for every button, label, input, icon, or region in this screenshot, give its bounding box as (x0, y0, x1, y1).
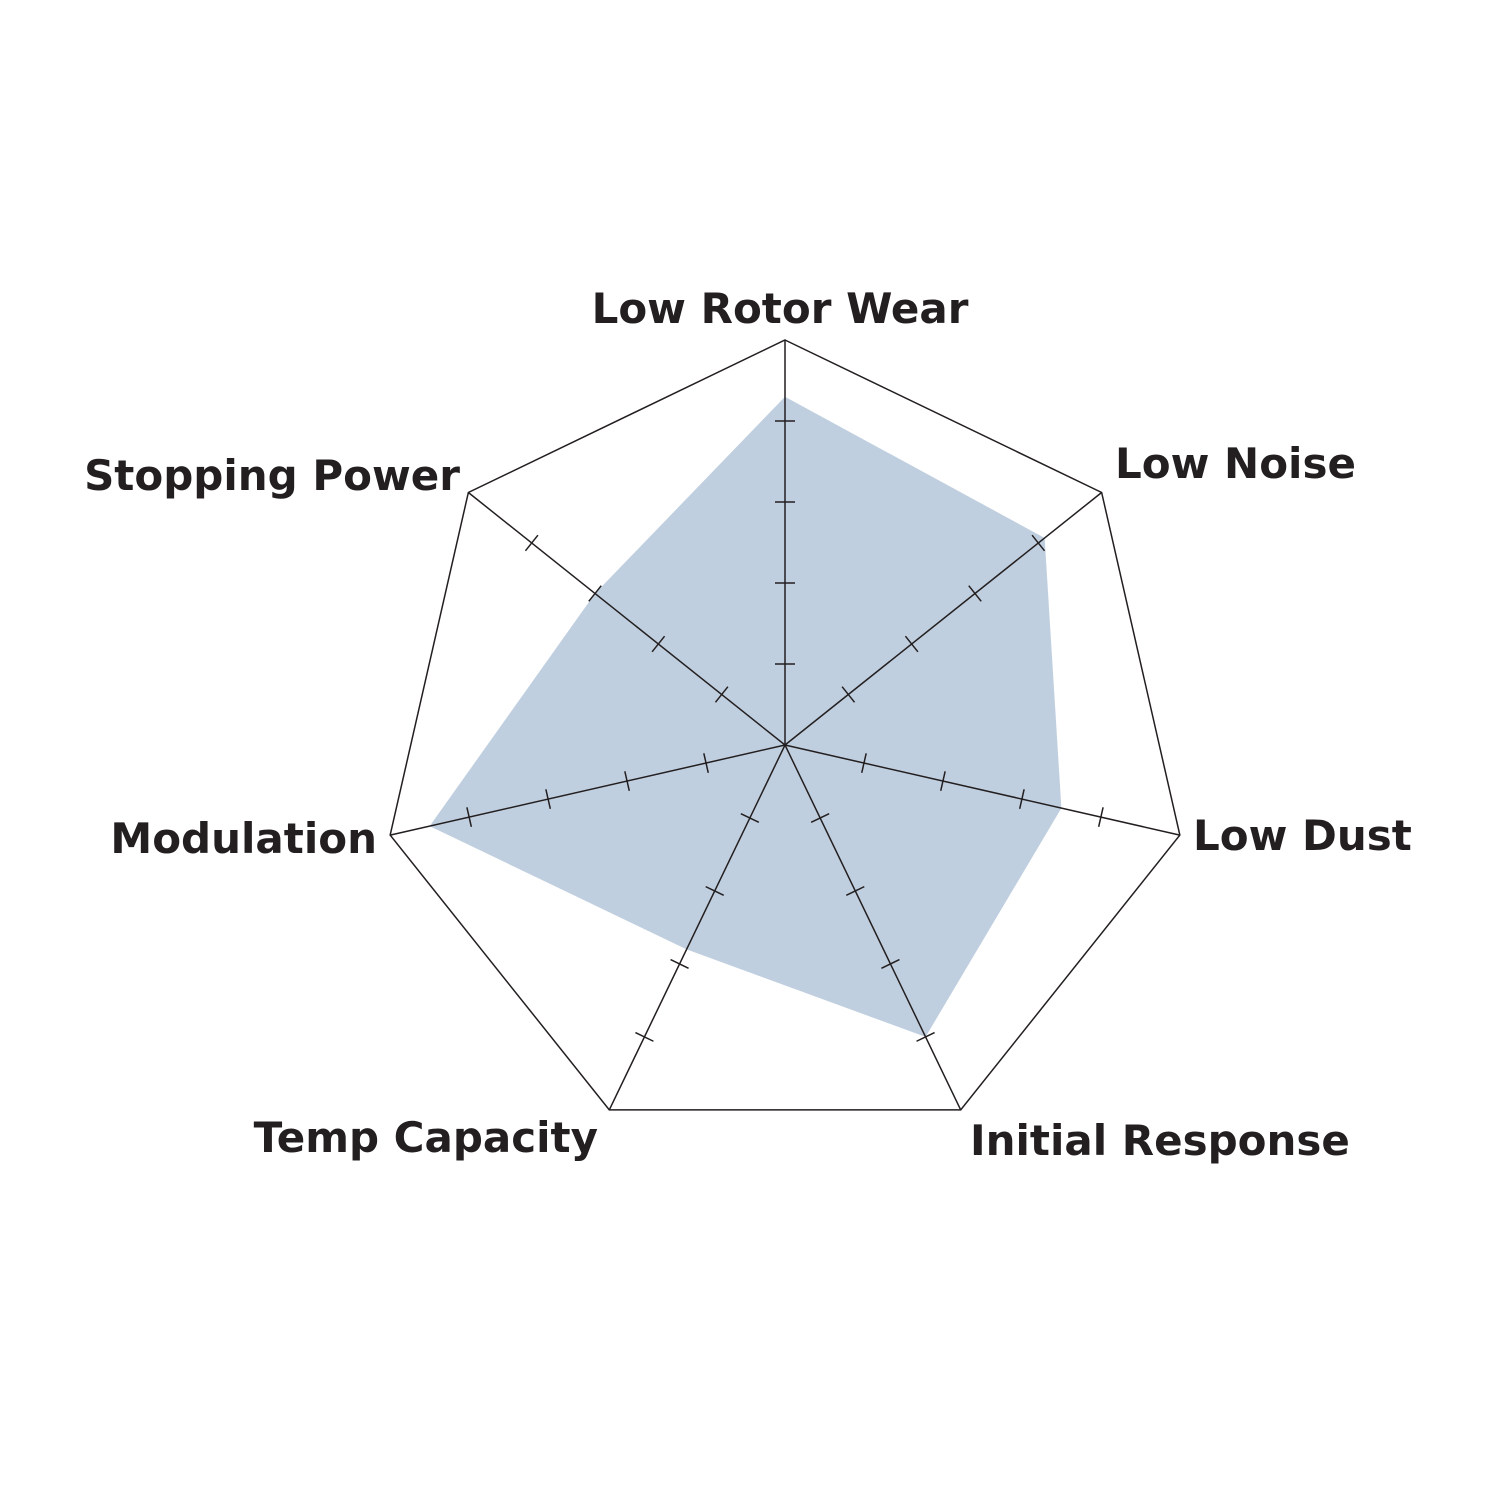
axis-tick (466, 807, 473, 828)
axis-label: Low Dust (1193, 811, 1412, 860)
axis-label: Stopping Power (84, 451, 460, 500)
axis-spoke (389, 744, 786, 836)
axis-label: Low Rotor Wear (592, 284, 969, 333)
axis-tick (714, 686, 729, 703)
axis-tick (545, 789, 552, 809)
axis-spoke (784, 744, 962, 1111)
axis-tick (845, 885, 865, 896)
axis-tick (904, 635, 919, 653)
axis-spoke (467, 491, 786, 746)
axis-tick (740, 812, 760, 823)
axis-tick (841, 686, 856, 703)
axis-tick (861, 753, 867, 773)
axis-tick (588, 585, 602, 602)
axis-spoke (784, 491, 1103, 746)
axis-tick (939, 771, 946, 791)
data-area (429, 396, 1062, 1037)
axis-tick (703, 753, 709, 773)
axis-tick (651, 635, 666, 653)
axis-tick (624, 771, 631, 791)
axis-tick (968, 585, 982, 602)
axis-tick (670, 958, 689, 969)
axis-label: Modulation (110, 814, 377, 863)
axis-spoke (608, 744, 786, 1111)
axis-tick (635, 1031, 654, 1042)
axis-tick (1097, 807, 1104, 828)
axis-tick (810, 812, 830, 823)
axis-label: Low Noise (1115, 439, 1356, 488)
outer-frame (389, 339, 1181, 1111)
axis-spoke (784, 744, 1181, 836)
axis-tick (705, 885, 725, 896)
axis-tick (916, 1031, 935, 1042)
axis-tick (881, 958, 900, 969)
axis-label: Temp Capacity (254, 1113, 598, 1162)
axis-label: Initial Response (970, 1116, 1350, 1165)
axis-tick (1018, 789, 1025, 809)
axis-tick (524, 534, 539, 552)
axis-tick (1031, 534, 1046, 552)
